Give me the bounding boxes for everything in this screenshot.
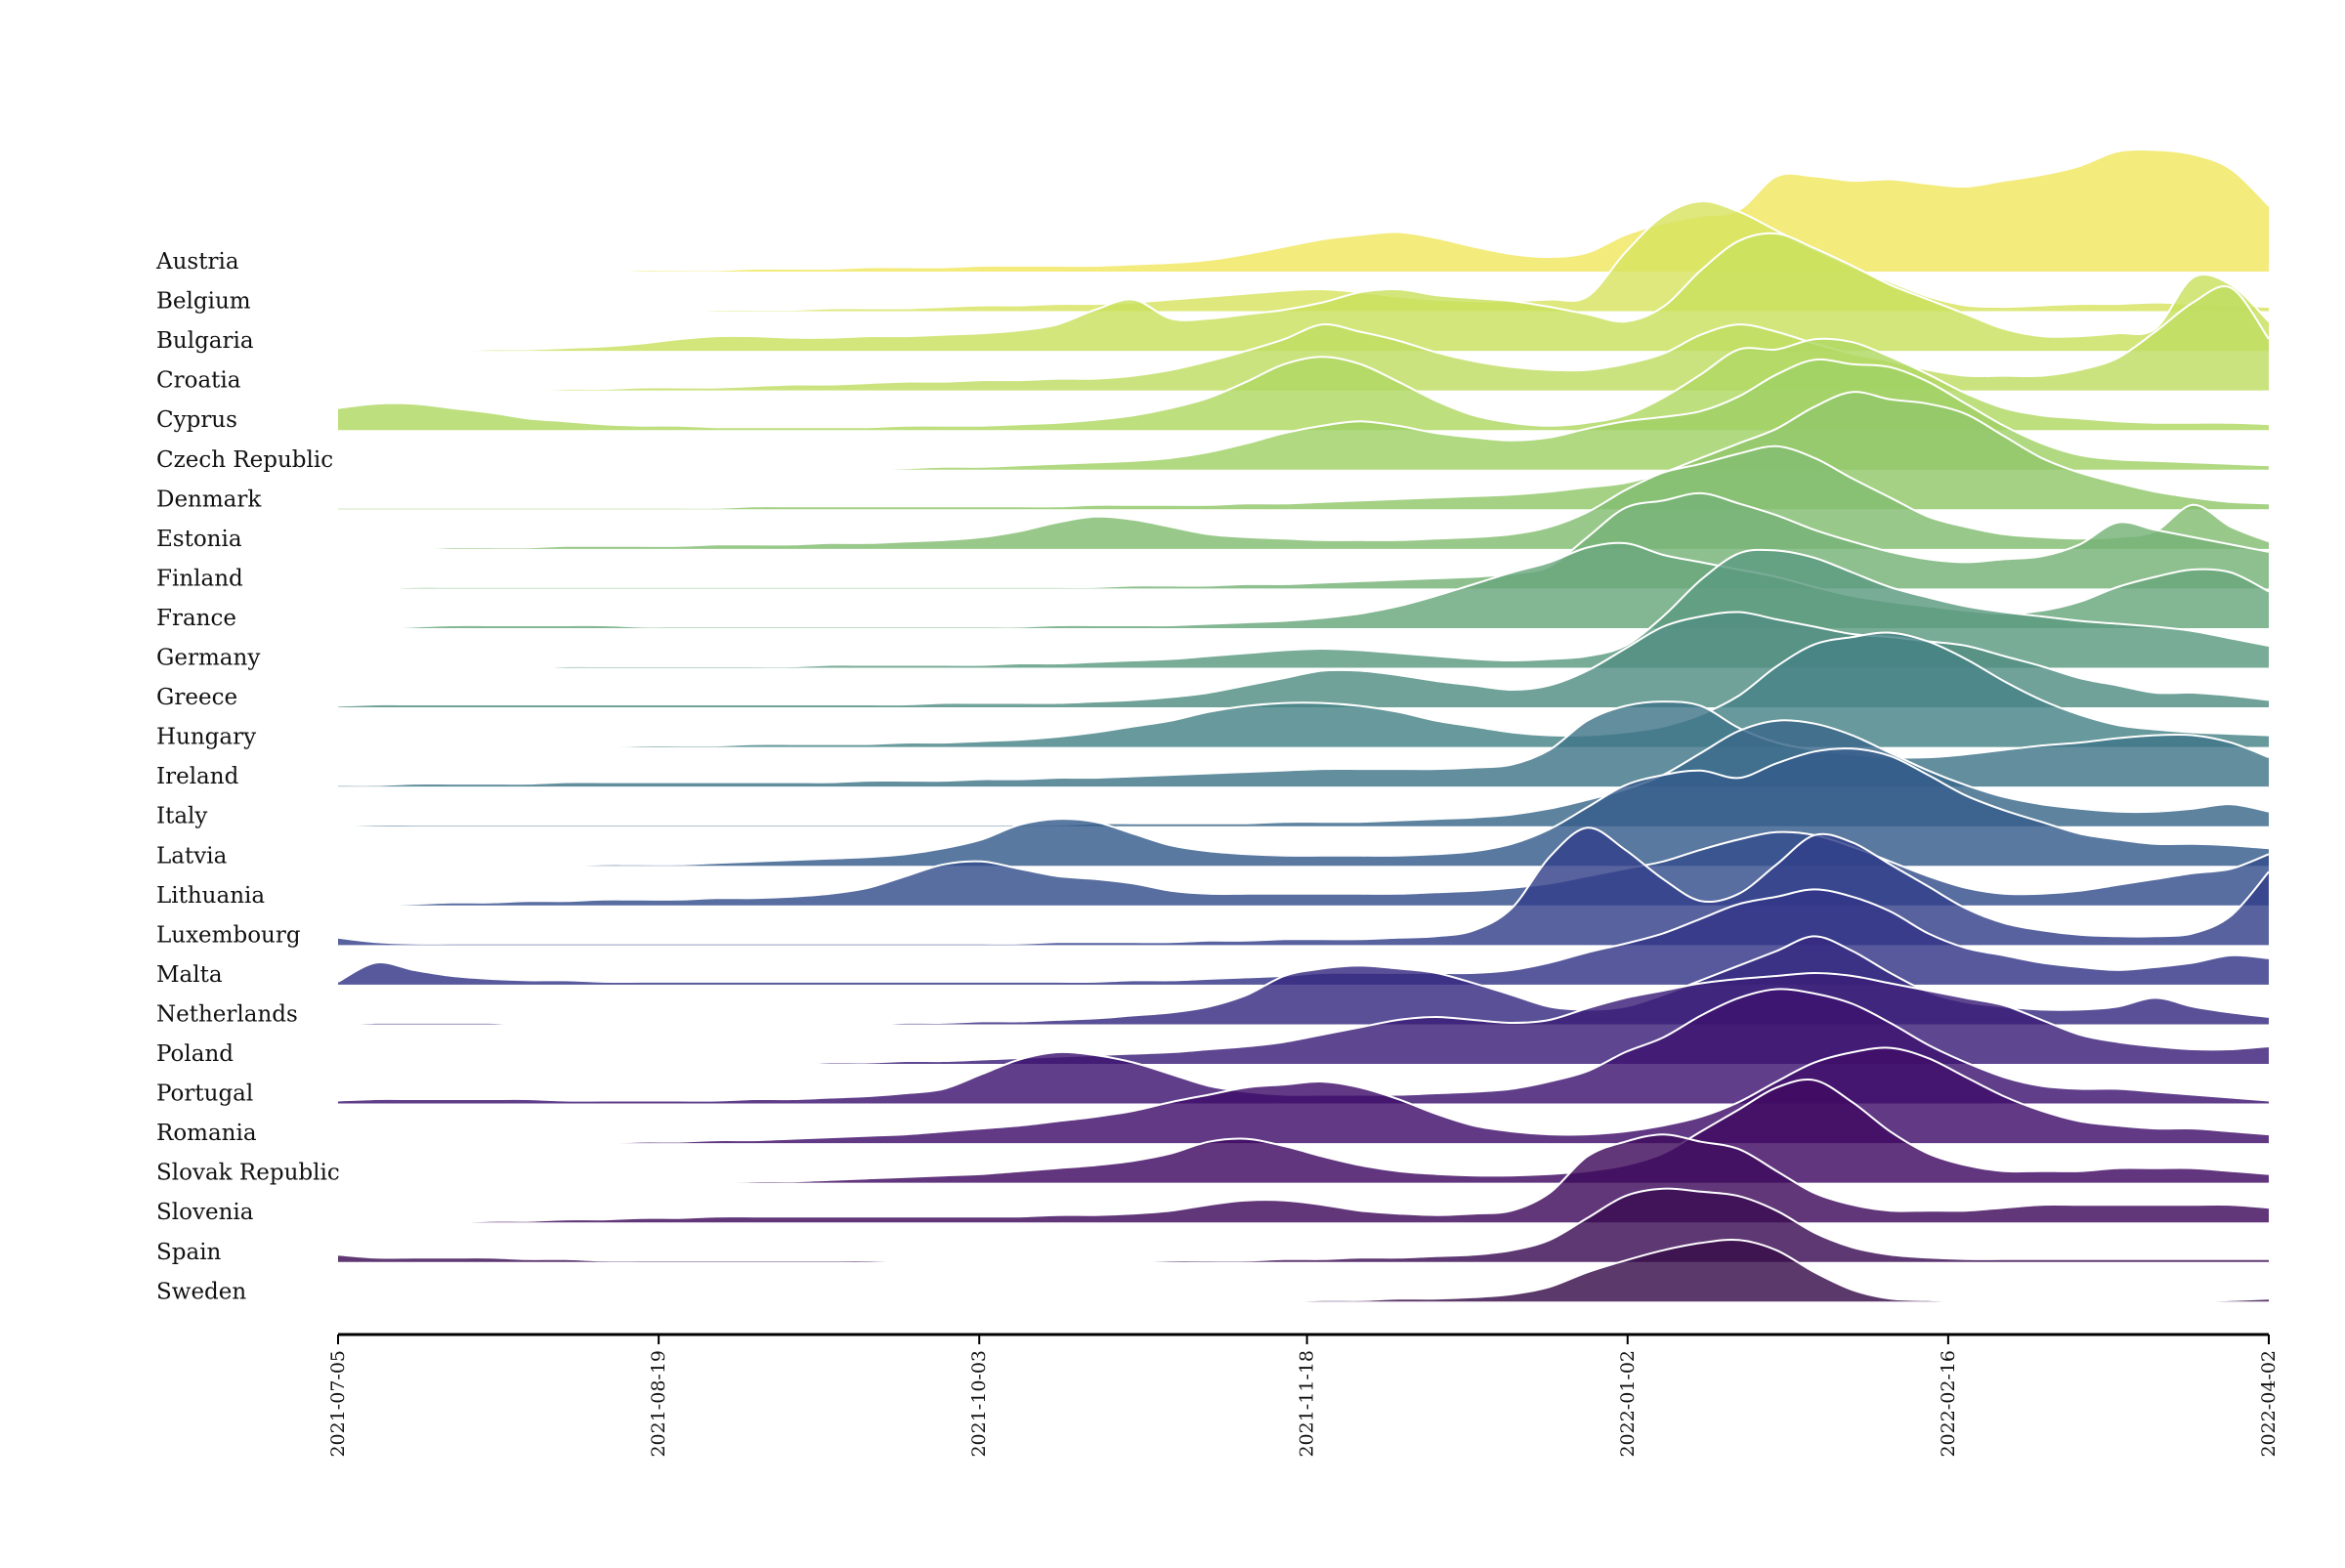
row-label-latvia: Latvia [156, 843, 228, 869]
row-label-austria: Austria [155, 249, 239, 275]
x-tick-label: 2022-02-16 [1938, 1350, 1959, 1458]
ridge-outline-luxembourg [337, 826, 2270, 945]
row-label-bulgaria: Bulgaria [156, 328, 254, 354]
row-label-malta: Malta [156, 962, 223, 988]
ridge-spain [337, 1187, 2269, 1263]
ridge-outline-austria [338, 148, 2270, 274]
row-label-slovenia: Slovenia [156, 1200, 254, 1225]
ridge-outline-denmark [338, 391, 2270, 509]
ridge-outline-romania [337, 1046, 2270, 1145]
ridge-outline-poland [338, 971, 2270, 1066]
ridge-outline-slovenia [338, 1133, 2270, 1224]
row-labels-layer: Austria Belgium Bulgaria Croatia Cyprus Czech… [155, 249, 340, 1304]
row-label-belgium: Belgium [156, 289, 251, 315]
row-label-denmark: Denmark [156, 487, 262, 512]
row-label-france: France [156, 606, 236, 631]
x-tick-label: 2021-07-05 [327, 1350, 349, 1458]
ridge-outline-germany [338, 548, 2270, 669]
row-label-poland: Poland [156, 1041, 234, 1067]
row-label-lithuania: Lithuania [156, 883, 265, 909]
row-label-ireland: Ireland [156, 764, 239, 789]
ridge-hungary [338, 631, 2270, 748]
ridge-sweden [337, 1238, 2270, 1303]
row-label-spain: Spain [156, 1240, 222, 1265]
ridges-layer [337, 148, 2270, 1303]
ridge-area-slovak-republic [338, 1080, 2269, 1183]
row-label-portugal: Portugal [156, 1081, 253, 1107]
row-label-luxembourg: Luxembourg [156, 922, 301, 948]
ridge-outline-latvia [338, 747, 2270, 868]
ridge-outline-lithuania [337, 830, 2270, 907]
x-axis: 2021-07-05 2021-08-19 2021-10-03 2021-11-18… [327, 1333, 2280, 1458]
ridge-outline-greece [337, 611, 2270, 707]
row-label-hungary: Hungary [156, 725, 256, 750]
x-tick-label: 2021-11-18 [1297, 1350, 1318, 1458]
row-label-czech-republic: Czech Republic [156, 447, 333, 473]
row-label-finland: Finland [156, 566, 243, 591]
ridge-outline-sweden [337, 1238, 2270, 1303]
ridge-area-austria [338, 149, 2269, 273]
row-label-cyprus: Cyprus [156, 407, 237, 433]
ridge-area-portugal [338, 989, 2269, 1104]
ridge-outline-croatia [338, 285, 2270, 392]
x-tick-label: 2022-04-02 [2258, 1350, 2280, 1458]
ridge-outline-hungary [338, 631, 2270, 748]
ridge-outline-estonia [337, 445, 2270, 550]
ridge-bulgaria [338, 232, 2270, 353]
ridge-outline-italy [337, 719, 2270, 827]
row-label-netherlands: Netherlands [156, 1001, 298, 1027]
row-label-croatia: Croatia [156, 368, 241, 394]
ridge-outline-slovak-republic [338, 1079, 2270, 1184]
ridge-slovenia [338, 1133, 2270, 1224]
x-tick-label: 2022-01-02 [1617, 1350, 1639, 1458]
row-label-romania: Romania [156, 1121, 257, 1146]
ridge-outline-belgium [338, 200, 2270, 313]
row-label-estonia: Estonia [156, 527, 242, 552]
x-tick-label: 2021-08-19 [648, 1350, 669, 1458]
row-label-greece: Greece [156, 685, 237, 710]
ridge-area-sweden [338, 1239, 2269, 1302]
row-label-germany: Germany [156, 646, 260, 671]
ridge-slovak-republic [338, 1079, 2270, 1184]
ridge-area-slovenia [338, 1134, 2269, 1223]
row-label-sweden: Sweden [156, 1279, 246, 1304]
ridge-outline-ireland [337, 700, 2270, 786]
ridge-outline-finland [337, 491, 2270, 590]
ridge-area-spain [338, 1188, 2269, 1262]
row-label-italy: Italy [156, 804, 207, 829]
x-tick-label: 2021-10-03 [968, 1350, 990, 1458]
ridge-area-bulgaria [338, 233, 2269, 352]
ridge-outline-cyprus [337, 337, 2270, 429]
ridge-austria [338, 148, 2270, 274]
row-label-slovak-republic: Slovak Republic [156, 1161, 340, 1186]
ridge-outline-spain [337, 1187, 2269, 1263]
ridge-outline-czech-republic [338, 358, 2270, 471]
ridge-outline-bulgaria [338, 232, 2270, 353]
